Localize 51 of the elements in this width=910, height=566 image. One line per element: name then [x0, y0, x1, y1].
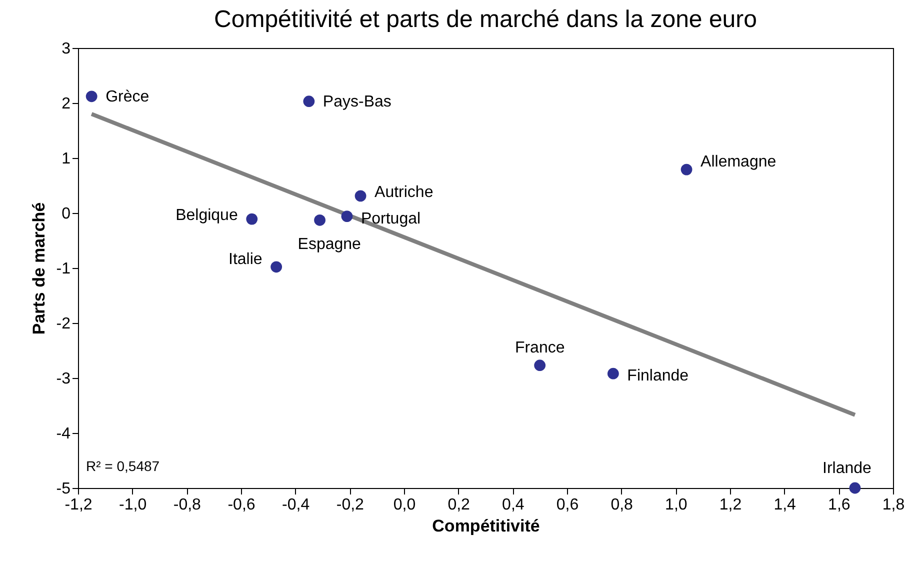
annotation: Portugal: [360, 210, 421, 228]
x-tick-label: 1,2: [719, 496, 742, 514]
annotation: Finlande: [627, 368, 689, 385]
y-tick-label: -1: [56, 260, 71, 278]
point: [246, 213, 258, 225]
annotation: Belgique: [176, 207, 238, 224]
x-tick-label: 0,0: [393, 496, 416, 514]
x-tick-label: 1,0: [665, 496, 688, 514]
x-tick-label: 0,6: [556, 496, 579, 514]
annotation: Pays-Bas: [322, 93, 392, 110]
annotation: Italie: [228, 250, 262, 268]
y-tick-label: -3: [56, 370, 71, 388]
annotation: Espagne: [298, 236, 362, 254]
y-tick-label: -4: [56, 426, 71, 442]
point: [314, 214, 326, 226]
y-axis-title: Parts de marché: [29, 202, 48, 335]
x-tick-label: 1,8: [882, 496, 905, 514]
x-tick-label: -0,4: [282, 496, 310, 514]
point: [354, 190, 366, 202]
x-tick-label: -0,2: [336, 496, 364, 514]
y-tick-label: 1: [62, 150, 71, 168]
x-tick-label: -1,2: [64, 496, 92, 514]
x-tick-label: -1,0: [119, 496, 147, 514]
point: [849, 482, 861, 494]
x-tick-label: 0,2: [448, 496, 470, 514]
annotation: Grèce: [106, 88, 150, 106]
x-tick-label: 1,6: [828, 496, 850, 514]
annotation: Allemagne: [700, 154, 776, 171]
y-tick-label: -5: [56, 480, 71, 498]
x-tick-label: 1,4: [774, 496, 796, 514]
y-tick-label: 2: [62, 96, 71, 112]
x-axis-title: Compétitivité: [432, 516, 540, 536]
point: [270, 261, 282, 273]
point: [303, 96, 315, 108]
y-tick-label: 3: [62, 40, 71, 58]
annotation: R² = 0,5487: [86, 458, 160, 474]
annotation: Irlande: [822, 460, 872, 477]
point: [607, 368, 619, 380]
x-tick-label: -0,6: [228, 496, 256, 514]
x-tick-label: -0,8: [173, 496, 202, 514]
annotation: France: [514, 339, 565, 356]
chart-title: Compétitivité et parts de marché dans la zone euro: [214, 6, 757, 33]
annotation: Autriche: [374, 184, 434, 201]
y-tick-label: -2: [56, 316, 71, 332]
x-tick-label: 0,4: [502, 496, 524, 514]
point: [680, 164, 692, 176]
point: [341, 210, 353, 222]
point: [534, 360, 546, 372]
point: [86, 90, 98, 102]
y-tick-label: 0: [62, 206, 71, 222]
x-tick-label: 0,8: [610, 496, 634, 514]
